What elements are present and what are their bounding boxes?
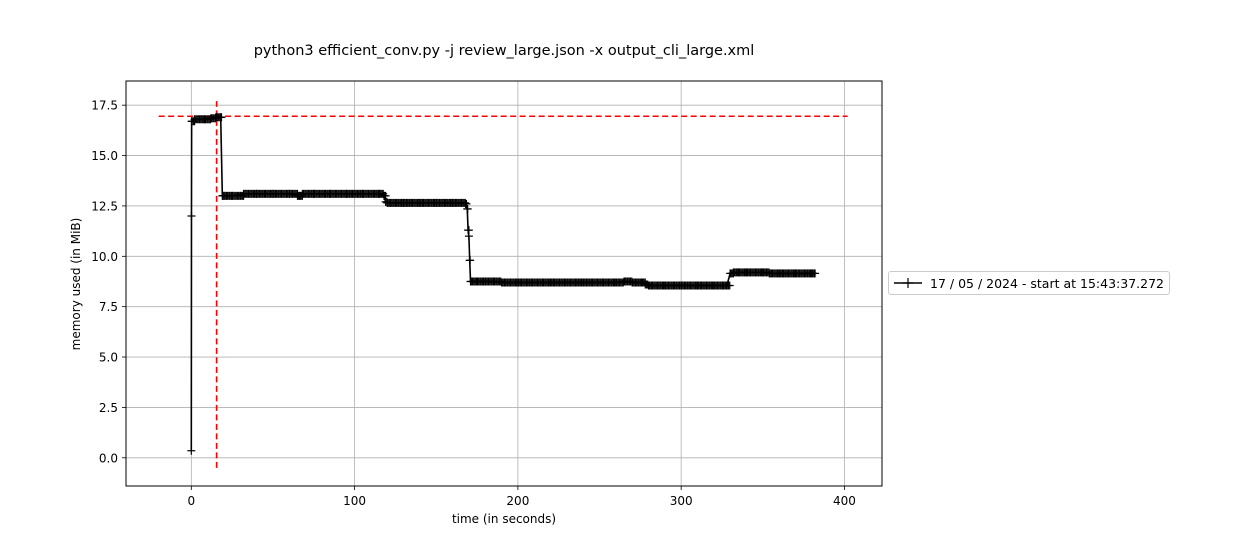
grid [126, 81, 882, 486]
y-tick-label: 7.5 [99, 300, 118, 314]
chart-title: python3 efficient_conv.py -j review_larg… [254, 43, 755, 59]
plot-area-frame [125, 80, 883, 487]
y-tick-label: 10.0 [91, 250, 118, 264]
x-tick-label: 400 [833, 494, 856, 508]
legend-entry-label: 17 / 05 / 2024 - start at 15:43:37.272 [930, 275, 1164, 291]
x-axis-label: time (in seconds) [452, 512, 556, 526]
y-tick-label: 2.5 [99, 401, 118, 415]
legend: 17 / 05 / 2024 - start at 15:43:37.272 [888, 271, 1170, 295]
series-markers [187, 113, 820, 455]
y-tick-label: 5.0 [99, 351, 118, 365]
y-tick-label: 12.5 [91, 199, 118, 213]
reference-lines [158, 101, 848, 468]
x-tick-label: 0 [187, 494, 195, 508]
x-tick-label: 200 [506, 494, 529, 508]
legend-swatch-line-plus-marker-icon [894, 278, 922, 288]
axis-ticks: 0 100 200 300 400 0.0 2.5 5.0 7.5 10.0 12.5 15.0 17.… [91, 99, 856, 508]
y-tick-label: 17.5 [91, 99, 118, 113]
y-axis-label: memory used (in MiB) [69, 218, 83, 351]
y-tick-label: 0.0 [99, 451, 118, 465]
y-tick-label: 15.0 [91, 149, 118, 163]
series-layer [187, 113, 820, 455]
x-tick-label: 100 [343, 494, 366, 508]
x-tick-label: 300 [670, 494, 693, 508]
